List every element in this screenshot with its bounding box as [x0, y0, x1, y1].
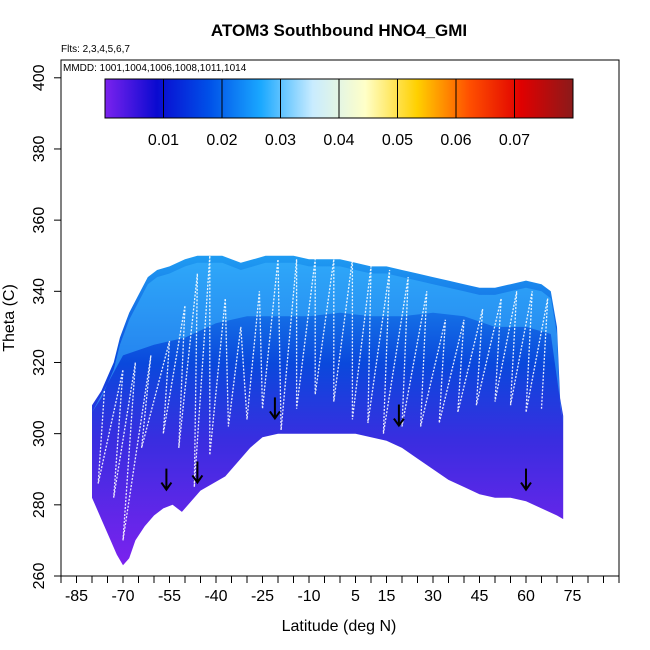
flights-label: Flts: 2,3,4,5,6,7	[61, 44, 130, 55]
x-tick-label: 30	[424, 588, 442, 605]
x-tick-label: 60	[517, 588, 535, 605]
y-tick-label: 320	[31, 349, 48, 376]
data-layer	[92, 255, 564, 566]
colorbar: 0.01 0.02 0.03 0.04 0.05 0.06 0.07	[104, 78, 574, 149]
x-tick-label: -55	[158, 588, 181, 605]
x-tick-label: 15	[378, 588, 396, 605]
y-tick-label: 260	[31, 563, 48, 590]
x-tick-label: -85	[65, 588, 88, 605]
y-tick-label: 380	[31, 136, 48, 163]
colorbar-tick-label: 0.03	[265, 132, 296, 149]
x-tick-label: 5	[351, 588, 360, 605]
x-tick-label: 45	[471, 588, 489, 605]
arrow-marker	[160, 468, 173, 492]
y-tick-label: 300	[31, 420, 48, 447]
x-tick-label: 75	[564, 588, 582, 605]
colorbar-tick-label: 0.06	[440, 132, 471, 149]
colorbar-tick-label: 0.07	[499, 132, 530, 149]
colorbar-tick-label: 0.05	[382, 132, 413, 149]
y-axis-label: Theta (C)	[1, 284, 18, 352]
x-axis: -85 -70 -55 -40 -25 -10 5 15 30 45 60 75	[60, 576, 620, 605]
colorbar-tick-label: 0.02	[206, 132, 237, 149]
x-tick-label: -40	[204, 588, 227, 605]
colorbar-tick-label: 0.04	[323, 132, 354, 149]
flight-track	[97, 255, 549, 541]
mmdd-label: MMDD: 1001,1004,1006,1008,1011,1014	[63, 63, 247, 74]
y-tick-label: 340	[31, 278, 48, 305]
arrow-marker	[269, 397, 281, 421]
x-tick-label: -70	[111, 588, 134, 605]
x-tick-label: -10	[297, 588, 320, 605]
y-tick-label: 360	[31, 207, 48, 234]
y-tick-label: 280	[31, 491, 48, 518]
colorbar-tick-label: 0.01	[148, 132, 179, 149]
x-axis-label: Latitude (deg N)	[282, 618, 397, 635]
x-tick-label: -25	[251, 588, 274, 605]
chart-title: ATOM3 Southbound HNO4_GMI	[211, 21, 467, 40]
arrow-marker	[520, 468, 532, 492]
y-axis: 260 280 300 320 340 360 380 400	[31, 64, 61, 589]
arrow-marker	[393, 404, 405, 428]
arrow-marker	[191, 461, 204, 485]
y-tick-label: 400	[31, 64, 48, 91]
concentration-field	[92, 255, 564, 566]
